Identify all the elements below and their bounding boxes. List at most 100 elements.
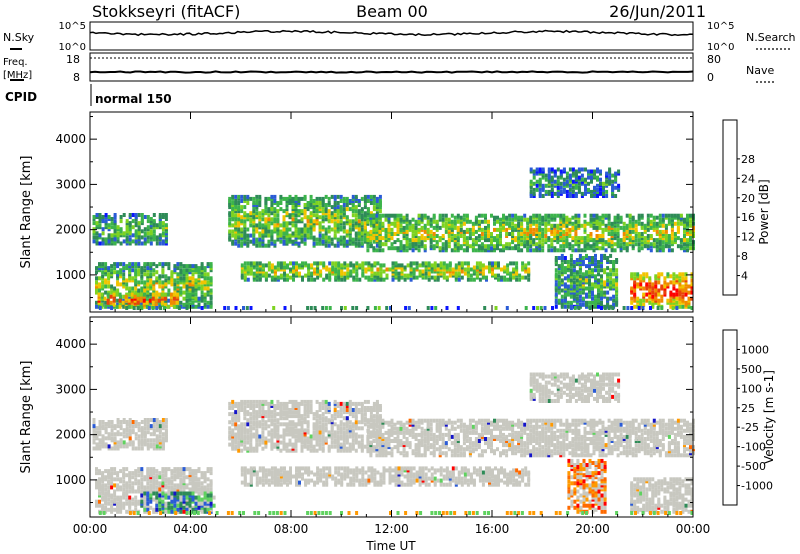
heatmap-cell bbox=[532, 238, 536, 243]
heatmap-cell bbox=[354, 241, 358, 246]
heatmap-cell bbox=[391, 265, 395, 270]
heatmap-cell bbox=[523, 242, 527, 247]
heatmap-cell bbox=[206, 499, 210, 504]
heatmap-cell bbox=[373, 271, 377, 276]
heatmap-cell bbox=[376, 267, 380, 272]
heatmap-cell bbox=[182, 276, 186, 281]
heatmap-cell bbox=[505, 227, 509, 232]
heatmap-cell bbox=[569, 272, 573, 277]
heatmap-cell bbox=[307, 277, 311, 282]
heatmap-cell bbox=[625, 236, 629, 241]
heatmap-cell bbox=[597, 292, 600, 297]
heatmap-cell bbox=[128, 495, 132, 500]
heatmap-cell bbox=[119, 272, 123, 277]
heatmap-cell bbox=[110, 268, 114, 273]
heatmap-cell bbox=[321, 215, 325, 220]
heatmap-cell bbox=[529, 194, 533, 198]
heatmap-cell bbox=[615, 278, 619, 283]
heatmap-cell bbox=[143, 272, 147, 277]
heatmap-cell bbox=[191, 276, 195, 281]
heatmap-cell bbox=[605, 181, 609, 186]
heatmap-cell bbox=[170, 485, 174, 490]
heatmap-cell bbox=[499, 240, 502, 245]
heatmap-cell bbox=[358, 265, 362, 270]
heatmap-cell bbox=[343, 265, 347, 270]
heatmap-cell bbox=[526, 236, 530, 241]
heatmap-cell bbox=[378, 223, 382, 228]
heatmap-cell bbox=[336, 227, 340, 232]
heatmap-cell bbox=[375, 236, 379, 241]
heatmap-cell bbox=[411, 223, 415, 228]
heatmap-cell bbox=[541, 232, 545, 236]
heatmap-cell bbox=[152, 446, 156, 451]
heatmap-cell bbox=[683, 225, 686, 230]
heatmap-cell bbox=[366, 211, 370, 216]
heatmap-cell bbox=[444, 225, 448, 230]
heatmap-cell bbox=[119, 219, 123, 224]
heatmap-cell bbox=[282, 235, 286, 240]
heatmap-cell bbox=[92, 418, 96, 422]
heatmap-cell bbox=[673, 213, 677, 218]
heatmap-cell bbox=[261, 263, 265, 268]
heatmap-cell bbox=[349, 269, 353, 274]
heatmap-cell bbox=[550, 177, 554, 182]
heatmap-cell bbox=[560, 300, 564, 305]
heatmap-cell bbox=[125, 434, 129, 439]
heatmap-cell bbox=[578, 262, 582, 267]
heatmap-cell bbox=[403, 273, 407, 278]
heatmap-cell bbox=[444, 217, 448, 222]
heatmap-cell bbox=[101, 237, 105, 242]
heatmap-cell bbox=[472, 269, 476, 274]
heatmap-cell bbox=[616, 232, 620, 236]
heatmap-cell bbox=[143, 495, 147, 500]
heatmap-cell bbox=[128, 268, 132, 273]
heatmap-cell bbox=[554, 284, 558, 289]
heatmap-cell bbox=[360, 217, 364, 222]
heatmap-cell bbox=[598, 246, 602, 251]
heatmap-cell bbox=[197, 487, 201, 492]
heatmap-cell bbox=[474, 236, 478, 241]
heatmap-cell bbox=[569, 258, 573, 262]
heatmap-cell bbox=[294, 229, 298, 234]
heatmap-cell bbox=[471, 238, 475, 243]
heatmap-cell bbox=[569, 284, 573, 289]
heatmap-cell bbox=[295, 261, 298, 266]
heatmap-cell bbox=[400, 271, 404, 276]
heatmap-cell bbox=[322, 265, 326, 270]
heatmap-cell bbox=[164, 278, 168, 283]
heatmap-cell bbox=[593, 171, 596, 176]
heatmap-cell bbox=[291, 231, 295, 236]
heatmap-cell bbox=[127, 304, 131, 309]
heatmap-cell bbox=[107, 434, 111, 439]
heatmap-cell bbox=[92, 221, 96, 226]
heatmap-cell bbox=[209, 497, 213, 502]
heatmap-cell bbox=[658, 213, 662, 218]
heatmap-cell bbox=[427, 277, 431, 282]
heatmap-cell bbox=[643, 240, 647, 245]
heatmap-cell bbox=[366, 199, 370, 203]
heatmap-cell bbox=[140, 493, 144, 498]
heatmap-cell bbox=[444, 240, 448, 245]
heatmap-cell bbox=[661, 240, 665, 245]
heatmap-cell bbox=[377, 306, 381, 310]
heatmap-cell bbox=[109, 300, 113, 305]
heatmap-cell bbox=[372, 199, 376, 203]
heatmap-cell bbox=[354, 223, 358, 228]
heatmap-cell bbox=[140, 300, 144, 305]
heatmap-cell bbox=[568, 219, 572, 224]
heatmap-cell bbox=[191, 469, 195, 474]
heatmap-cell bbox=[176, 272, 180, 277]
heatmap-cell bbox=[264, 211, 268, 216]
heatmap-cell bbox=[122, 298, 126, 303]
heatmap-cell bbox=[328, 271, 332, 276]
heatmap-cell bbox=[670, 248, 674, 253]
heatmap-cell bbox=[143, 485, 147, 490]
heatmap-cell bbox=[110, 420, 114, 424]
heatmap-cell bbox=[176, 495, 180, 500]
heatmap-cell bbox=[161, 477, 165, 482]
heatmap-cell bbox=[646, 213, 650, 218]
heatmap-cell bbox=[503, 277, 507, 282]
heatmap-cell bbox=[312, 227, 316, 232]
heatmap-cell bbox=[583, 240, 587, 245]
heatmap-cell bbox=[351, 227, 355, 232]
